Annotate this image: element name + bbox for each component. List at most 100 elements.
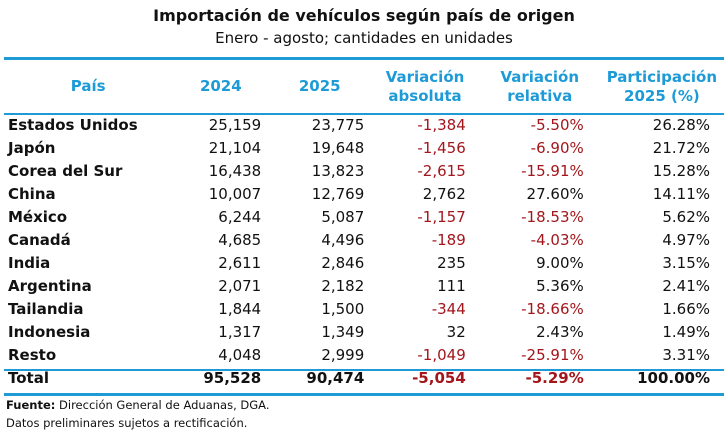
table-cell: 12,769 <box>311 184 365 203</box>
table-cell: -1,157 <box>417 207 466 226</box>
table-cell: -5,054 <box>412 369 466 387</box>
table-cell: 2,611 <box>218 253 262 272</box>
table-cell: -344 <box>431 299 466 318</box>
table-cell: 90,474 <box>306 369 365 387</box>
table-cell: México <box>8 207 68 226</box>
table-cell: 100.00% <box>637 369 710 387</box>
table-cell: -5.29% <box>525 369 584 387</box>
table-cell: -1,384 <box>417 115 466 134</box>
table-cell: 10,007 <box>208 184 262 203</box>
table-cell: 15.28% <box>652 161 710 180</box>
table-cell: 32 <box>446 322 466 341</box>
table-row: Japón 21,104 19,648 -1,456 -6.90% 21.72% <box>4 136 724 159</box>
table-cell: China <box>8 184 56 203</box>
column-header: Variación relativa <box>500 67 580 105</box>
table-row: Tailandia 1,844 1,500 -344 -18.66% 1.66% <box>4 297 724 320</box>
table-cell: 2.43% <box>536 322 584 341</box>
table-row: Canadá 4,685 4,496 -189 -4.03% 4.97% <box>4 228 724 251</box>
column-header: 2024 <box>199 77 242 95</box>
table-cell: 3.15% <box>662 253 710 272</box>
table-cell: 6,244 <box>218 207 262 226</box>
table-cell: Canadá <box>8 230 71 249</box>
total-row: Total 95,528 90,474 -5,054 -5.29% 100.00% <box>4 366 724 390</box>
table-cell: 2,182 <box>321 276 365 295</box>
table-cell: -1,456 <box>417 138 466 157</box>
table-cell: 3.31% <box>662 345 710 364</box>
table-row: México 6,244 5,087 -1,157 -18.53% 5.62% <box>4 205 724 228</box>
table-row: Corea del Sur 16,438 13,823 -2,615 -15.91% 15… <box>4 159 724 182</box>
table-cell: -25.91% <box>521 345 584 364</box>
table-cell: Tailandia <box>8 299 84 318</box>
table-cell: -4.03% <box>530 230 584 249</box>
table-cell: -18.66% <box>521 299 584 318</box>
table-cell: -18.53% <box>521 207 584 226</box>
table-cell: 111 <box>437 276 466 295</box>
table-cell: 16,438 <box>208 161 262 180</box>
table-cell: Estados Unidos <box>8 115 138 134</box>
table-cell: India <box>8 253 51 272</box>
table-cell: 1,317 <box>218 322 262 341</box>
table-cell: 4,685 <box>218 230 262 249</box>
table-cell: 27.60% <box>526 184 584 203</box>
column-header: País <box>70 77 106 95</box>
table-cell: Corea del Sur <box>8 161 123 180</box>
table-cell: 2,762 <box>422 184 466 203</box>
source-label: Fuente: <box>6 398 56 412</box>
table-cell: 4,048 <box>218 345 262 364</box>
table-cell: Resto <box>8 345 57 364</box>
table-cell: 5.36% <box>536 276 584 295</box>
source: Fuente: Dirección General de Aduanas, DG… <box>6 398 269 412</box>
table-cell: 235 <box>437 253 466 272</box>
table-row: Estados Unidos 25,159 23,775 -1,384 -5.50% 26… <box>4 113 724 136</box>
column-header: Participación 2025 (%) <box>606 67 718 105</box>
table-cell: -2,615 <box>417 161 466 180</box>
table-cell: -189 <box>431 230 466 249</box>
table-cell: 9.00% <box>536 253 584 272</box>
table-cell: Total <box>8 369 49 387</box>
table-row: Resto 4,048 2,999 -1,049 -25.91% 3.31% <box>4 343 724 366</box>
table-cell: 5.62% <box>662 207 710 226</box>
table-cell: 1.49% <box>662 322 710 341</box>
table-cell: 2.41% <box>662 276 710 295</box>
table-row: Indonesia 1,317 1,349 32 2.43% 1.49% <box>4 320 724 343</box>
table-cell: -1,049 <box>417 345 466 364</box>
table-cell: 4,496 <box>321 230 365 249</box>
imports-table: País 2024 2025 Variación absoluta Variación re… <box>4 60 724 390</box>
table-cell: 1,500 <box>321 299 365 318</box>
table-row: China 10,007 12,769 2,762 27.60% 14.11% <box>4 182 724 205</box>
column-header: 2025 <box>298 77 341 95</box>
note: Datos preliminares sujetos a rectificaci… <box>6 416 248 430</box>
table-cell: 4.97% <box>662 230 710 249</box>
table-cell: 2,846 <box>321 253 365 272</box>
table-cell: Argentina <box>8 276 92 295</box>
table-subtitle: Enero - agosto; cantidades en unidades <box>215 29 513 47</box>
table-cell: 19,648 <box>311 138 365 157</box>
total-top-rule <box>4 369 724 371</box>
table-row: Argentina 2,071 2,182 111 5.36% 2.41% <box>4 274 724 297</box>
table-cell: Japón <box>8 138 56 157</box>
table-cell: -15.91% <box>521 161 584 180</box>
table-cell: 2,071 <box>218 276 262 295</box>
column-header: Variación absoluta <box>385 67 465 105</box>
table-cell: 23,775 <box>311 115 365 134</box>
table-row: India 2,611 2,846 235 9.00% 3.15% <box>4 251 724 274</box>
source-text: Dirección General de Aduanas, DGA. <box>55 398 270 412</box>
table-cell: 5,087 <box>321 207 365 226</box>
total-bottom-rule <box>4 393 724 396</box>
table-cell: 95,528 <box>203 369 262 387</box>
table-cell: 1,349 <box>321 322 365 341</box>
table-cell: 1,844 <box>218 299 262 318</box>
table-cell: 25,159 <box>208 115 262 134</box>
table-cell: -6.90% <box>530 138 584 157</box>
table-cell: 26.28% <box>652 115 710 134</box>
table-cell: 13,823 <box>311 161 365 180</box>
header-rule <box>4 113 724 115</box>
top-rule <box>4 57 724 60</box>
table-cell: 14.11% <box>652 184 710 203</box>
table-cell: Indonesia <box>8 322 91 341</box>
table-cell: -5.50% <box>530 115 584 134</box>
table-title: Importación de vehículos según país de o… <box>153 6 575 25</box>
table-cell: 21.72% <box>652 138 710 157</box>
table-cell: 2,999 <box>321 345 365 364</box>
table-cell: 1.66% <box>662 299 710 318</box>
